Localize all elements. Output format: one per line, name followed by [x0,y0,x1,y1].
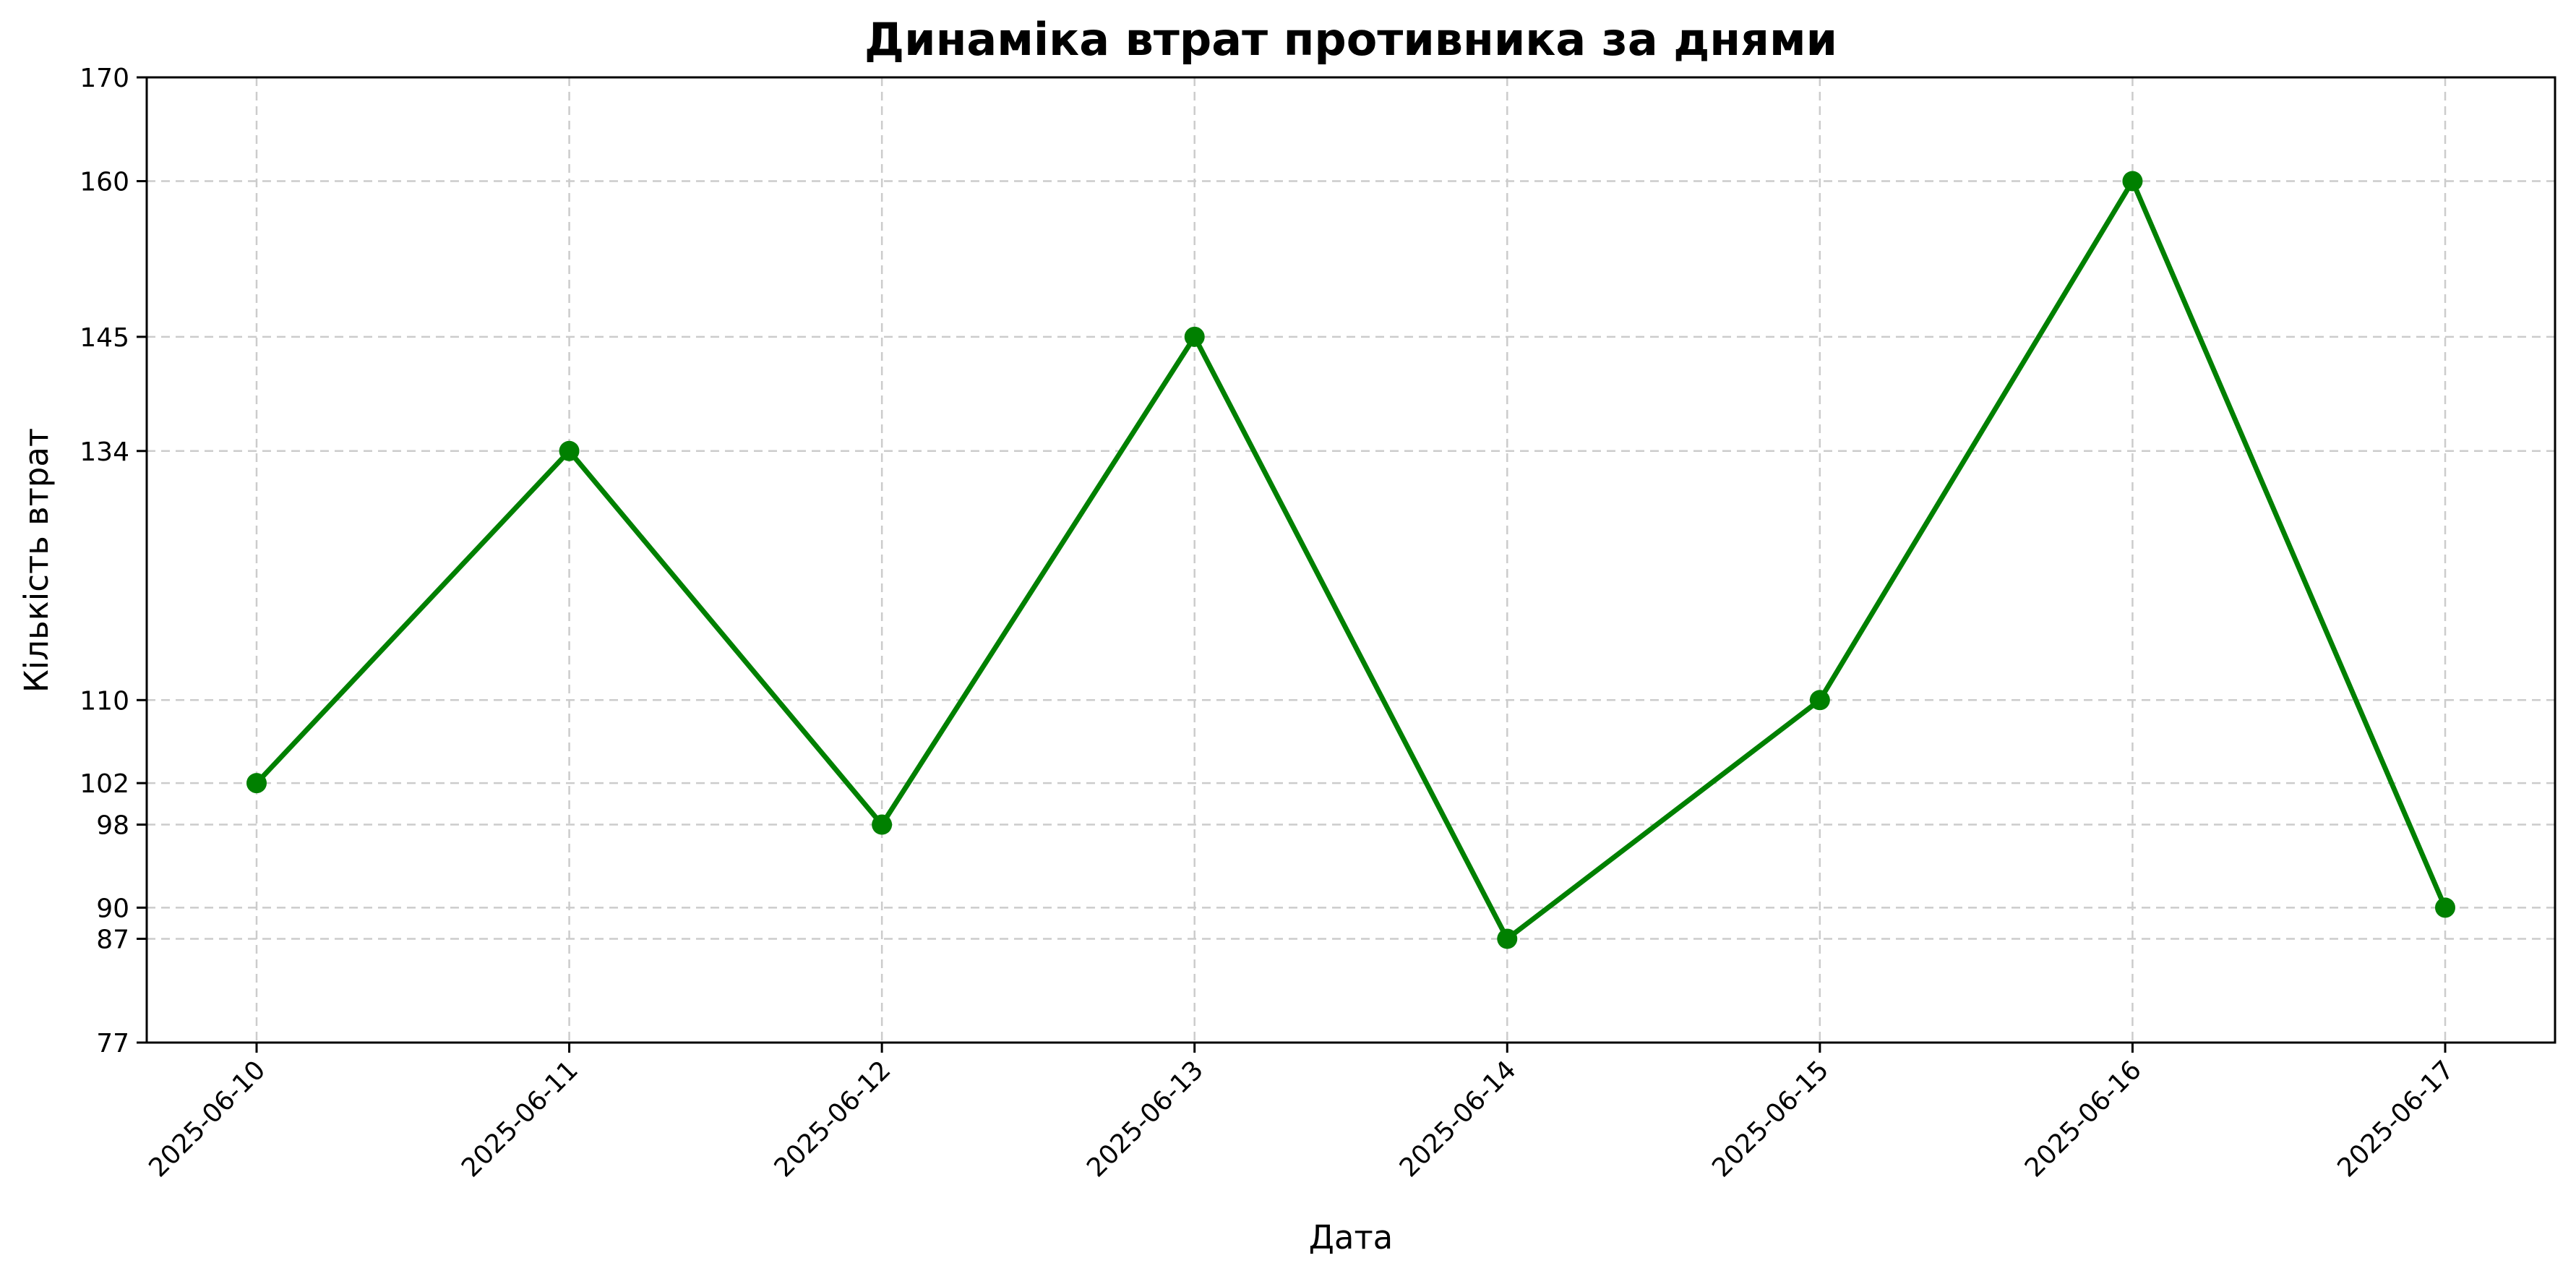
grid-layer [147,77,2555,1043]
data-point [1497,928,1518,949]
y-tick-label: 160 [80,168,129,197]
series-line [254,175,2448,943]
data-point [2122,171,2143,192]
y-axis-label: Кількість втрат [17,428,56,693]
x-tick-label: 2025-06-13 [1081,1055,1209,1183]
data-point [1809,690,1830,711]
y-tick-label: 145 [80,323,129,353]
x-tick-label: 2025-06-17 [2332,1055,2460,1183]
data-point [872,814,893,835]
x-tick-label: 2025-06-15 [1706,1055,1834,1183]
x-axis-label: Дата [1309,1218,1394,1257]
chart-title: Динаміка втрат противника за днями [864,13,1837,66]
data-point [2435,897,2455,918]
y-tick-label: 77 [96,1029,129,1058]
y-tick-label: 170 [80,64,129,93]
x-tick-label: 2025-06-16 [2019,1055,2147,1183]
plot-frame [145,76,2556,1044]
data-point [559,440,580,461]
y-tick-label: 134 [80,437,129,467]
x-tick-label: 2025-06-11 [456,1055,584,1183]
y-tick-label: 87 [96,925,129,954]
y-tick-label: 110 [80,686,129,716]
x-tick-label: 2025-06-10 [143,1055,271,1183]
y-tick-label: 90 [96,894,129,923]
series-layer [246,171,2455,949]
x-tick-label: 2025-06-14 [1394,1055,1522,1183]
data-point [246,773,267,794]
y-tick-label: 98 [96,811,129,841]
x-tick-label: 2025-06-12 [769,1055,897,1183]
data-point [1184,326,1205,347]
y-tick-label: 102 [80,769,129,799]
